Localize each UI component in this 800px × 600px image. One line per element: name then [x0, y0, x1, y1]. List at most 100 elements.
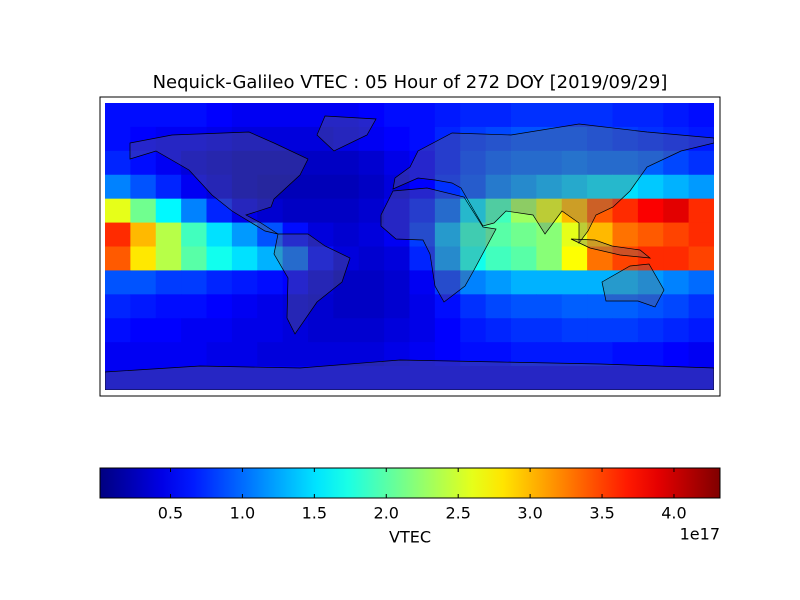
heat-cell: [485, 270, 512, 295]
heat-cell: [206, 366, 233, 390]
heat-cell: [434, 222, 461, 247]
heat-cell: [257, 270, 284, 295]
heat-cell: [536, 318, 563, 343]
heat-cell: [358, 366, 385, 390]
heat-cell: [663, 342, 690, 367]
colorbar-tick-label: 4.0: [661, 504, 686, 523]
heat-cell: [663, 366, 690, 390]
heat-cell: [231, 150, 258, 176]
heat-cell: [511, 150, 537, 176]
heat-cell: [105, 342, 131, 367]
heat-cell: [105, 222, 131, 247]
heat-cell: [587, 103, 613, 128]
heat-cell: [688, 126, 714, 152]
heat-cell: [333, 150, 360, 176]
australia: [601, 263, 665, 308]
antarctica: [105, 359, 714, 390]
heat-cell: [181, 174, 207, 200]
heat-cell: [206, 222, 233, 247]
heat-cell: [206, 174, 233, 200]
heat-cell: [460, 150, 487, 176]
heat-cell: [155, 103, 182, 128]
heat-cell: [384, 366, 410, 390]
heat-cell: [637, 366, 664, 390]
heat-cell: [485, 126, 512, 152]
colorbar-tick-label: 1.0: [230, 504, 255, 523]
heat-cell: [485, 174, 512, 200]
heat-cell: [206, 270, 233, 295]
heat-cell: [663, 174, 690, 200]
heat-cell: [688, 198, 714, 224]
heat-cell: [181, 294, 207, 319]
heat-cell: [485, 294, 512, 319]
heat-cell: [688, 174, 714, 200]
heat-cell: [612, 366, 639, 390]
heat-cell: [231, 270, 258, 295]
heat-cell: [206, 103, 233, 128]
heat-cell: [434, 318, 461, 343]
heat-cell: [612, 103, 639, 128]
heat-cell: [384, 126, 410, 152]
heat-cell: [536, 126, 563, 152]
heat-cell: [155, 270, 182, 295]
heat-cell: [105, 294, 131, 319]
heat-cell: [130, 318, 157, 343]
heat-cell: [105, 103, 131, 128]
heat-cell: [561, 294, 588, 319]
heat-cell: [384, 198, 410, 224]
heat-cell: [181, 222, 207, 247]
heat-cell: [282, 246, 309, 271]
heat-cell: [587, 366, 613, 390]
heat-cell: [155, 222, 182, 247]
colorbar-tick-label: 3.0: [517, 504, 542, 523]
heat-cell: [485, 150, 512, 176]
heat-cell: [434, 150, 461, 176]
heat-cell: [612, 270, 639, 295]
heat-cell: [257, 222, 284, 247]
heat-cell: [612, 294, 639, 319]
heat-cell: [434, 246, 461, 271]
heat-cell: [206, 318, 233, 343]
heat-cell: [587, 342, 613, 367]
heat-cell: [155, 294, 182, 319]
heat-cell: [358, 318, 385, 343]
heat-cell: [308, 246, 334, 271]
heat-cell: [688, 270, 714, 295]
heat-cell: [231, 294, 258, 319]
heat-cell: [181, 366, 207, 390]
heat-cell: [663, 126, 690, 152]
heat-cell: [105, 174, 131, 200]
heat-cell: [536, 270, 563, 295]
colorbar-tick-label: 0.5: [158, 504, 183, 523]
heat-cell: [333, 294, 360, 319]
heat-cell: [181, 150, 207, 176]
heat-cell: [561, 126, 588, 152]
colorbar-tick-label: 1.5: [302, 504, 327, 523]
heat-cell: [561, 366, 588, 390]
heat-cell: [181, 246, 207, 271]
heat-cell: [257, 126, 284, 152]
heat-cell: [231, 318, 258, 343]
heat-cell: [206, 246, 233, 271]
heat-cell: [409, 342, 436, 367]
africa: [380, 187, 497, 303]
heat-cell: [536, 198, 563, 224]
heat-cell: [511, 246, 537, 271]
heat-cell: [181, 318, 207, 343]
heat-cell: [130, 174, 157, 200]
heat-cell: [460, 126, 487, 152]
heat-cell: [308, 342, 334, 367]
heat-cell: [409, 270, 436, 295]
heat-cell: [688, 294, 714, 319]
heat-cell: [384, 318, 410, 343]
heat-cell: [358, 174, 385, 200]
heat-cell: [409, 150, 436, 176]
heat-cell: [536, 103, 563, 128]
heat-cell: [384, 246, 410, 271]
heat-cell: [333, 318, 360, 343]
south-america: [273, 233, 351, 335]
heat-cell: [637, 318, 664, 343]
heat-cell: [105, 318, 131, 343]
